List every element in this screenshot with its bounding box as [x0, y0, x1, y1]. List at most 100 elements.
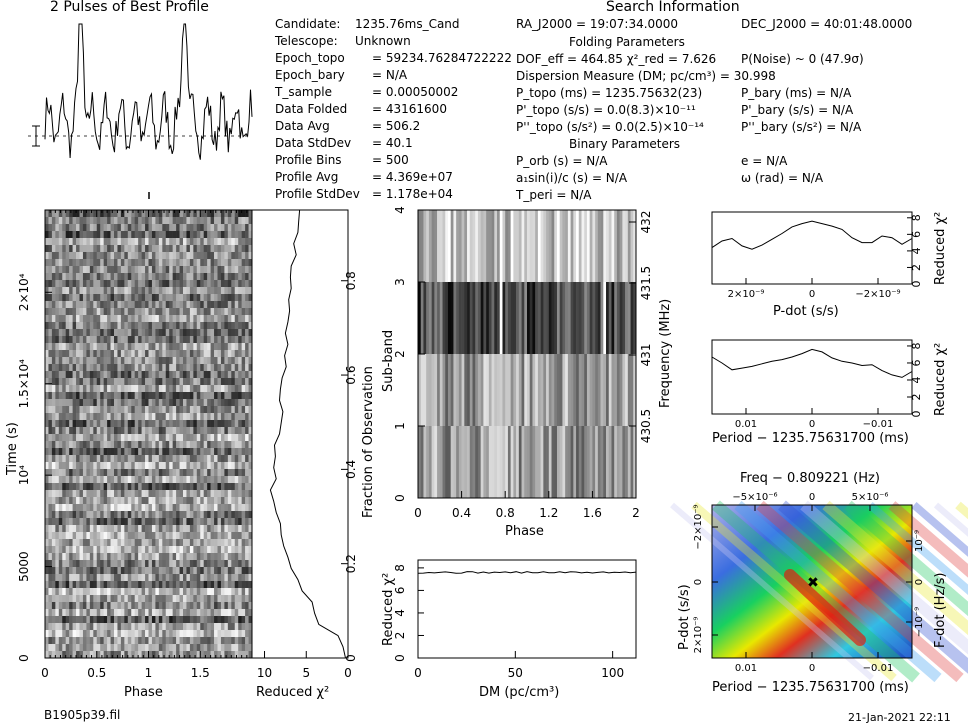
subband-cell: [486, 354, 490, 427]
y2-tick-label: 432: [639, 211, 653, 234]
heatmap-cell: [107, 315, 111, 323]
heatmap-cell: [217, 630, 222, 638]
heatmap-cell: [165, 287, 170, 295]
heatmap-cell: [214, 406, 218, 414]
heatmap-cell: [141, 497, 146, 505]
heatmap-cell: [141, 350, 146, 358]
subband-cell: [565, 354, 569, 427]
heatmap-cell: [107, 259, 111, 267]
heatmap-cell: [183, 280, 187, 288]
heatmap-cell: [86, 343, 91, 351]
heatmap-cell: [62, 364, 66, 372]
heatmap-cell: [200, 441, 204, 449]
subband-cell: [535, 282, 539, 355]
heatmap-cell: [107, 602, 111, 610]
heatmap-cell: [48, 567, 53, 575]
heatmap-cell: [189, 273, 194, 281]
heatmap-cell: [217, 280, 222, 288]
heatmap-cell: [231, 581, 236, 589]
heatmap-cell: [193, 504, 198, 512]
heatmap-cell: [227, 581, 232, 589]
heatmap-cell: [227, 350, 232, 358]
heatmap-cell: [100, 420, 104, 428]
heatmap-cell: [200, 588, 204, 596]
heatmap-cell: [65, 511, 70, 519]
heatmap-cell: [158, 651, 163, 659]
heatmap-cell: [51, 511, 56, 519]
heatmap-cell: [138, 630, 142, 638]
heatmap-cell: [134, 497, 139, 505]
heatmap-cell: [100, 378, 104, 386]
heatmap-cell: [69, 224, 73, 232]
heatmap-cell: [200, 623, 204, 631]
heatmap-cell: [189, 476, 194, 484]
heatmap-cell: [214, 483, 218, 491]
heatmap-cell: [107, 651, 111, 659]
heatmap-cell: [165, 511, 170, 519]
heatmap-cell: [176, 392, 180, 400]
heatmap-cell: [103, 560, 108, 568]
heatmap-cell: [96, 497, 101, 505]
heatmap-cell: [100, 483, 104, 491]
heatmap-cell: [62, 567, 66, 575]
heatmap-cell: [76, 525, 80, 533]
y-tick-label: −2×10⁻⁹: [693, 504, 704, 549]
heatmap-cell: [217, 469, 222, 477]
heatmap-cell: [69, 259, 73, 267]
heatmap-cell: [245, 287, 249, 295]
heatmap-cell: [120, 518, 125, 526]
heatmap-cell: [183, 455, 187, 463]
heatmap-cell: [214, 322, 218, 330]
heatmap-cell: [48, 280, 53, 288]
heatmap-cell: [138, 462, 142, 470]
heatmap-cell: [145, 280, 149, 288]
heatmap-cell: [234, 308, 239, 316]
heatmap-cell: [79, 588, 84, 596]
heatmap-cell: [203, 350, 208, 358]
heatmap-cell: [117, 588, 122, 596]
heatmap-cell: [245, 637, 249, 645]
heatmap-cell: [179, 567, 184, 575]
subband-cell: [570, 282, 574, 355]
heatmap-cell: [86, 371, 91, 379]
heatmap-cell: [117, 532, 122, 540]
heatmap-cell: [227, 308, 232, 316]
heatmap-cell: [138, 294, 142, 302]
heatmap-cell: [134, 609, 139, 617]
heatmap-cell: [245, 525, 249, 533]
subband-cell: [611, 426, 615, 499]
heatmap-cell: [179, 308, 184, 316]
heatmap-cell: [45, 630, 49, 638]
subband-cell: [420, 354, 424, 427]
heatmap-cell: [196, 469, 201, 477]
top-tick-label: 0: [809, 492, 815, 503]
heatmap-cell: [214, 224, 218, 232]
heatmap-cell: [210, 644, 215, 652]
heatmap-cell: [245, 385, 249, 393]
heatmap-cell: [207, 266, 211, 274]
heatmap-cell: [69, 385, 73, 393]
heatmap-cell: [186, 497, 191, 505]
heatmap-cell: [124, 224, 129, 232]
subband-cell: [507, 282, 511, 355]
heatmap-cell: [55, 518, 60, 526]
heatmap-cell: [183, 637, 187, 645]
heatmap-cell: [203, 553, 208, 561]
heatmap-cell: [72, 483, 77, 491]
heatmap-cell: [234, 245, 239, 253]
heatmap-cell: [103, 259, 108, 267]
heatmap-cell: [207, 532, 211, 540]
heatmap-cell: [127, 504, 132, 512]
heatmap-cell: [93, 574, 98, 582]
heatmap-cell: [103, 595, 108, 603]
best-fit-marker: ✖: [807, 575, 819, 591]
heatmap-cell: [189, 217, 194, 225]
heatmap-cell: [89, 462, 94, 470]
heatmap-cell: [103, 343, 108, 351]
heatmap-cell: [131, 224, 135, 232]
heatmap-cell: [220, 217, 225, 225]
heatmap-cell: [134, 357, 139, 365]
time-phase-xlabel: Phase: [124, 685, 163, 700]
heatmap-cell: [145, 399, 149, 407]
heatmap-cell: [51, 315, 56, 323]
